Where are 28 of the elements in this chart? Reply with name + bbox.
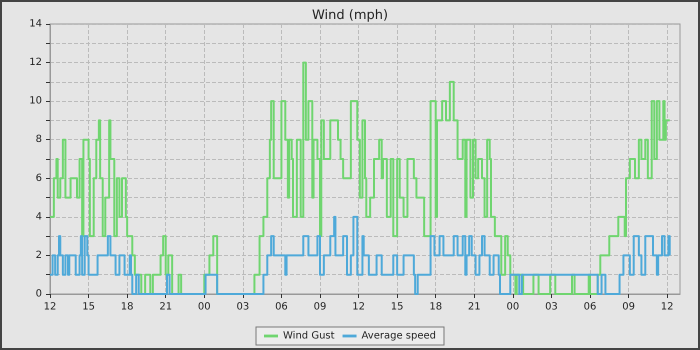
legend-label: Average speed — [362, 330, 436, 342]
x-tick-label: 18 — [120, 302, 134, 312]
x-tick-label: 09 — [622, 302, 635, 312]
y-tick-label: 10 — [29, 96, 42, 107]
x-tick-label: 18 — [429, 302, 442, 312]
y-tick-label: 8 — [36, 134, 42, 146]
x-tick-label: 15 — [82, 302, 95, 312]
x-tick-label: 06 — [584, 302, 596, 312]
x-tick-label: 00 — [506, 302, 520, 312]
x-tick-label: 15 — [390, 302, 404, 312]
y-tick-label: 2 — [36, 250, 42, 261]
x-tick-label: 21 — [159, 302, 172, 312]
legend-label: Wind Gust — [283, 330, 335, 342]
y-tick-label: 14 — [29, 18, 42, 30]
x-tick-label: 12 — [44, 302, 56, 312]
x-tick-label: 12 — [660, 302, 674, 312]
x-tick-label: 00 — [198, 302, 211, 312]
y-tick-label: 12 — [29, 57, 42, 68]
x-tick-label: 06 — [275, 302, 288, 312]
chart-title: Wind (mph) — [312, 8, 388, 23]
x-tick-label: 09 — [314, 302, 326, 312]
x-tick-label: 12 — [352, 302, 365, 312]
x-tick-label: 21 — [468, 302, 481, 312]
y-tick-label: 4 — [36, 211, 42, 222]
y-tick-label: 6 — [36, 172, 42, 184]
y-tick-label: 0 — [36, 288, 42, 300]
x-tick-label: 03 — [236, 302, 250, 312]
x-tick-label: 03 — [545, 302, 558, 312]
